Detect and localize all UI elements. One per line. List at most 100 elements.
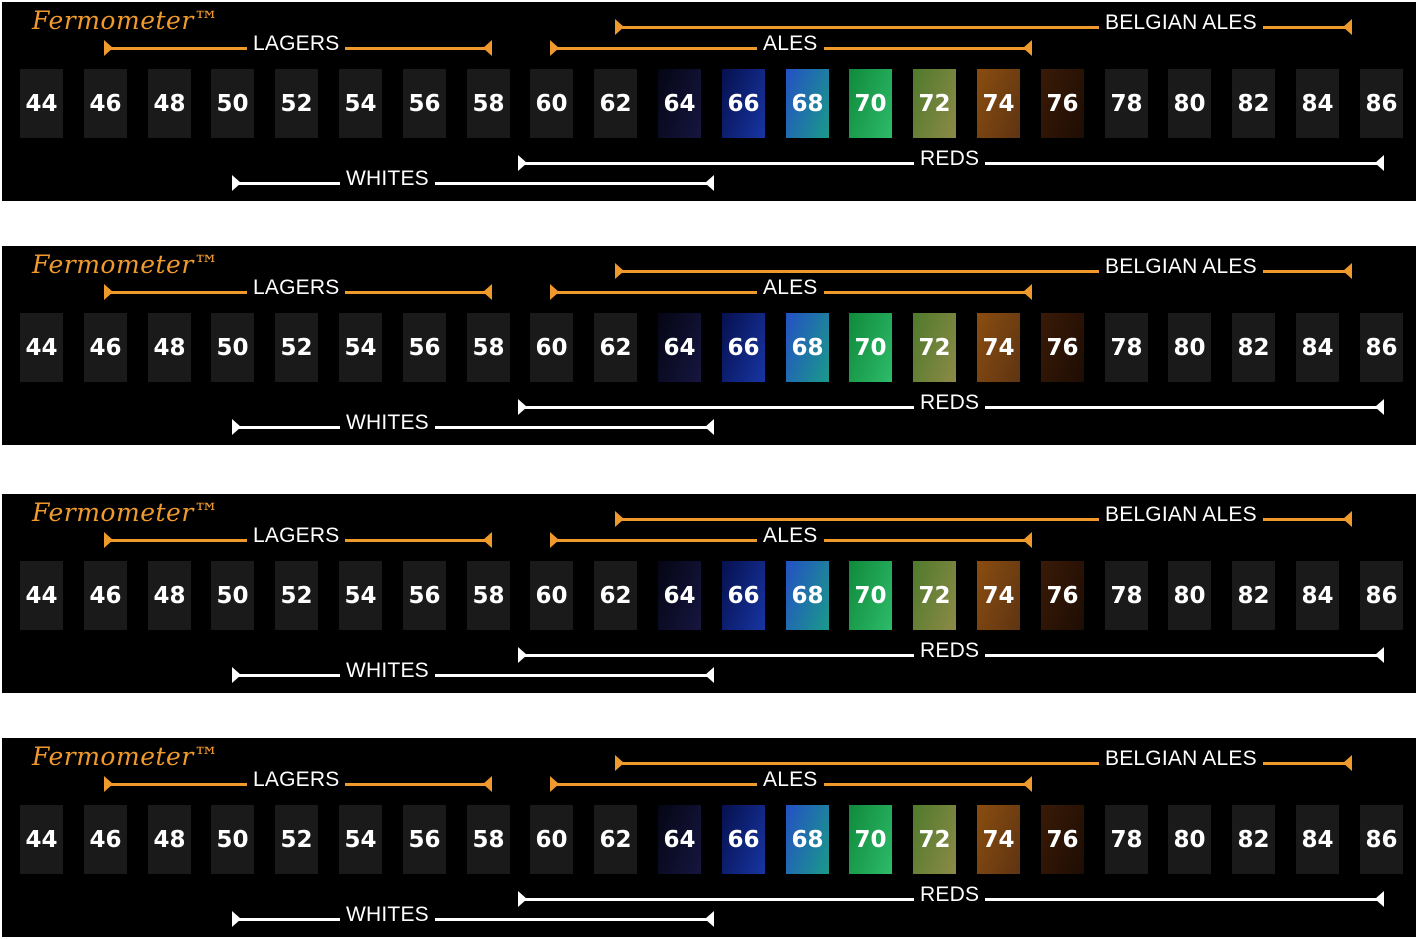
temp-cell-56: 56 [403,561,446,630]
temp-value: 76 [1046,582,1079,609]
temp-cell-46: 46 [84,69,127,138]
range-label: LAGERS [247,276,346,300]
temp-value: 82 [1237,334,1270,361]
range-label: REDS [914,639,986,663]
temp-value: 64 [663,334,696,361]
temp-cell-44: 44 [20,313,63,382]
temp-value: 62 [599,582,632,609]
temp-cell-52: 52 [275,805,318,874]
temp-cell-70: 70 [849,69,892,138]
temp-cell-44: 44 [20,69,63,138]
temp-cell-60: 60 [530,561,573,630]
temp-value: 60 [535,334,568,361]
range-reds: REDS [518,391,1384,415]
temp-cell-58: 58 [467,313,510,382]
temp-value: 56 [408,90,441,117]
temp-cell-82: 82 [1232,313,1275,382]
range-whites: WHITES [232,167,714,191]
temp-cell-54: 54 [339,69,382,138]
temp-value: 52 [280,826,313,853]
temp-cell-62: 62 [594,805,637,874]
temp-cell-84: 84 [1296,69,1339,138]
temp-cell-78: 78 [1105,561,1148,630]
temp-value: 74 [982,334,1015,361]
temp-value: 72 [918,334,951,361]
temp-cell-80: 80 [1168,805,1211,874]
temp-cell-84: 84 [1296,561,1339,630]
temp-value: 58 [472,334,505,361]
temp-value: 64 [663,90,696,117]
temp-value: 82 [1237,90,1270,117]
temp-cell-80: 80 [1168,313,1211,382]
temp-value: 60 [535,826,568,853]
temp-cell-74: 74 [977,805,1020,874]
range-label: WHITES [340,659,435,683]
temp-cell-86: 86 [1360,805,1403,874]
range-label: WHITES [340,411,435,435]
temp-cell-56: 56 [403,805,446,874]
temp-value: 44 [25,334,58,361]
range-label: LAGERS [247,524,346,548]
temp-value: 44 [25,90,58,117]
temp-value: 66 [727,826,760,853]
temp-value: 74 [982,90,1015,117]
temp-value: 80 [1173,90,1206,117]
range-label: REDS [914,391,986,415]
temp-cell-74: 74 [977,69,1020,138]
temp-cell-62: 62 [594,69,637,138]
range-belgian-ales: BELGIAN ALES [615,503,1352,527]
temp-cell-66: 66 [722,313,765,382]
temp-value: 48 [153,90,186,117]
temp-value: 46 [89,826,122,853]
temp-value: 84 [1301,582,1334,609]
temp-value: 86 [1365,90,1398,117]
temp-value: 64 [663,826,696,853]
temp-value: 86 [1365,582,1398,609]
temp-value: 46 [89,334,122,361]
range-label: WHITES [340,903,435,927]
temp-cell-64: 64 [658,313,701,382]
temp-value: 52 [280,90,313,117]
temp-value: 70 [854,90,887,117]
temp-value: 76 [1046,334,1079,361]
temp-cell-82: 82 [1232,805,1275,874]
temp-cell-76: 76 [1041,313,1084,382]
range-belgian-ales: BELGIAN ALES [615,11,1352,35]
temp-cell-48: 48 [148,69,191,138]
range-ales: ALES [550,32,1032,56]
range-lagers: LAGERS [104,524,492,548]
temp-cell-68: 68 [786,313,829,382]
temp-value: 82 [1237,582,1270,609]
temp-cell-60: 60 [530,313,573,382]
temp-value: 76 [1046,826,1079,853]
range-ales: ALES [550,524,1032,548]
temp-value: 62 [599,334,632,361]
temp-cell-74: 74 [977,561,1020,630]
temp-value: 52 [280,334,313,361]
temp-value: 56 [408,826,441,853]
brand-logo: Fermometer™ [32,6,220,35]
temp-value: 46 [89,90,122,117]
range-label: REDS [914,883,986,907]
temp-cell-74: 74 [977,313,1020,382]
temp-cell-54: 54 [339,313,382,382]
temp-cell-82: 82 [1232,69,1275,138]
range-label: LAGERS [247,768,346,792]
temp-cell-46: 46 [84,313,127,382]
temp-cell-62: 62 [594,561,637,630]
range-label: ALES [757,524,824,548]
temp-value: 58 [472,582,505,609]
temp-value: 54 [344,582,377,609]
temp-cell-48: 48 [148,805,191,874]
brand-logo: Fermometer™ [32,742,220,771]
temp-value: 74 [982,826,1015,853]
temp-value: 46 [89,582,122,609]
range-belgian-ales: BELGIAN ALES [615,255,1352,279]
temp-cell-70: 70 [849,805,892,874]
fermometer-strip-1: Fermometer™ BELGIAN ALES LAGERS ALES RED… [2,2,1416,201]
range-reds: REDS [518,883,1384,907]
temp-cell-70: 70 [849,561,892,630]
temp-cell-44: 44 [20,561,63,630]
temp-value: 76 [1046,90,1079,117]
temp-value: 64 [663,582,696,609]
